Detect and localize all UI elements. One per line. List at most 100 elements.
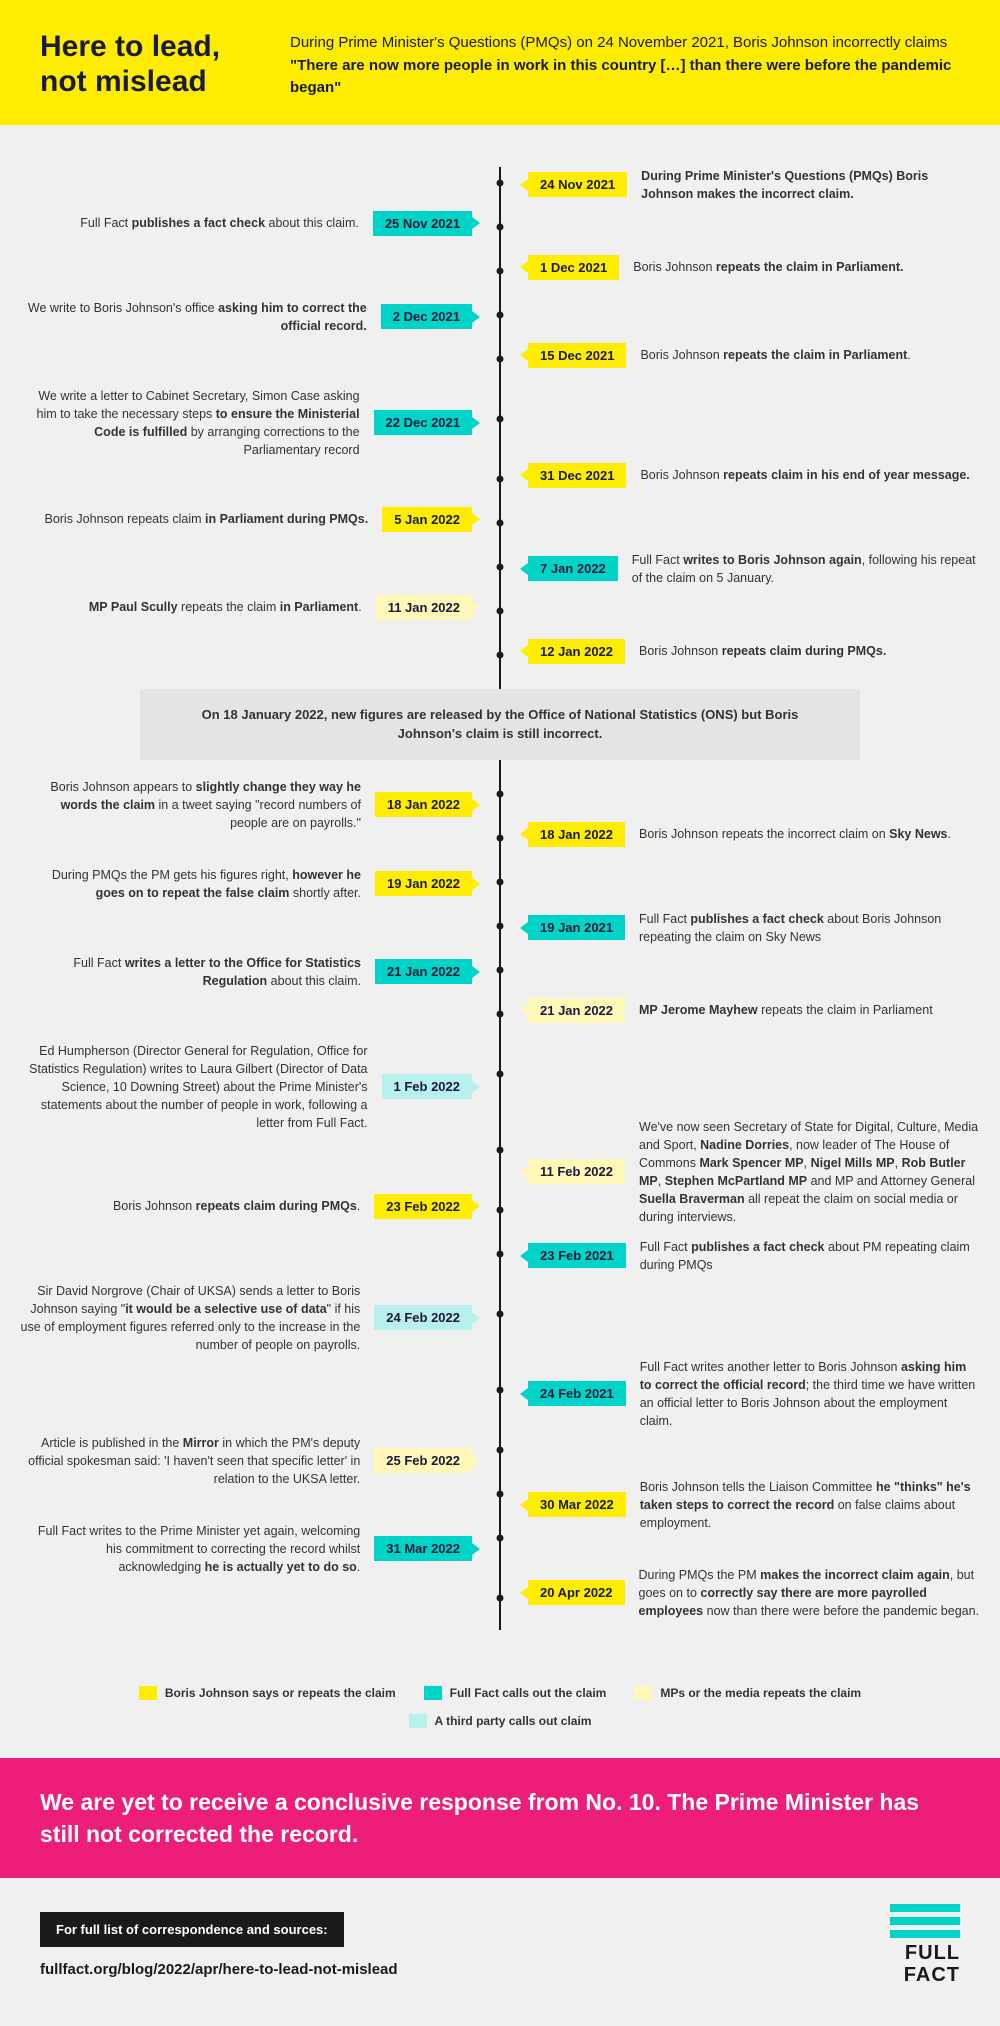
date-tag: 2 Dec 2021 — [381, 304, 472, 329]
timeline-entry: 18 Jan 2022 Boris Johnson repeats the inc… — [0, 822, 1000, 854]
timeline-entry-side: 15 Dec 2021 Boris Johnson repeats the cla… — [500, 343, 911, 368]
timeline-entry: Full Fact writes to the Prime Minister y… — [0, 1522, 1000, 1554]
page-title: Here to lead, not mislead — [40, 30, 260, 100]
date-tag: 12 Jan 2022 — [528, 639, 625, 664]
entry-text: MP Jerome Mayhew repeats the claim in Pa… — [639, 1001, 933, 1019]
date-tag: 30 Mar 2022 — [528, 1492, 626, 1517]
timeline-entry-side: 20 Apr 2022 During PMQs the PM makes the … — [500, 1566, 980, 1620]
timeline-entry-side: 21 Jan 2022 MP Jerome Mayhew repeats the … — [500, 998, 933, 1023]
legend: Boris Johnson says or repeats the claim F… — [0, 1662, 1000, 1758]
date-tag: 21 Jan 2022 — [528, 998, 625, 1023]
timeline: 24 Nov 2021 During Prime Minister's Quest… — [0, 167, 1000, 1630]
sources-label: For full list of correspondence and sour… — [40, 1912, 344, 1947]
timeline-entry: MP Paul Scully repeats the claim in Parl… — [0, 595, 1000, 627]
entry-text: During PMQs the PM makes the incorrect c… — [639, 1566, 980, 1620]
timeline-entry-side: 31 Dec 2021 Boris Johnson repeats claim i… — [500, 463, 970, 488]
timeline-entry: Boris Johnson repeats claim during PMQs.… — [0, 1194, 1000, 1226]
timeline-entry-side: We write a letter to Cabinet Secretary, … — [20, 387, 500, 460]
timeline-entry-side: 24 Nov 2021 During Prime Minister's Quest… — [500, 167, 980, 203]
date-tag: 1 Feb 2022 — [382, 1074, 473, 1099]
date-tag: 18 Jan 2022 — [528, 822, 625, 847]
entry-text: Full Fact writes to Boris Johnson again,… — [632, 551, 980, 587]
timeline-entry: Article is published in the Mirror in wh… — [0, 1434, 1000, 1466]
entry-text: Full Fact publishes a fact check about B… — [639, 910, 980, 946]
date-tag: 18 Jan 2022 — [375, 792, 472, 817]
timeline-entry: Sir David Norgrove (Chair of UKSA) sends… — [0, 1282, 1000, 1346]
timeline-entry-side: Full Fact writes a letter to the Office … — [20, 954, 500, 990]
date-tag: 23 Feb 2022 — [374, 1194, 472, 1219]
entry-text: Boris Johnson repeats claim during PMQs. — [639, 642, 886, 660]
timeline-entry: 30 Mar 2022Boris Johnson tells the Liais… — [0, 1478, 1000, 1510]
legend-item: Boris Johnson says or repeats the claim — [139, 1686, 396, 1700]
timeline-entry: 20 Apr 2022 During PMQs the PM makes the … — [0, 1566, 1000, 1630]
date-tag: 31 Mar 2022 — [374, 1536, 472, 1561]
timeline-entry-side: 1 Dec 2021 Boris Johnson repeats the clai… — [500, 255, 904, 280]
entry-text: Full Fact writes another letter to Boris… — [640, 1358, 980, 1431]
date-tag: 11 Feb 2022 — [528, 1159, 625, 1184]
timeline-entry: 12 Jan 2022 Boris Johnson repeats claim d… — [0, 639, 1000, 671]
entry-text: MP Paul Scully repeats the claim in Parl… — [89, 598, 362, 616]
entry-text: During Prime Minister's Questions (PMQs)… — [641, 167, 980, 203]
date-tag: 20 Apr 2022 — [528, 1580, 625, 1605]
entry-text: Full Fact writes a letter to the Office … — [20, 954, 361, 990]
footer: For full list of correspondence and sour… — [0, 1878, 1000, 2026]
timeline-entry: 19 Jan 2021Full Fact publishes a fact ch… — [0, 910, 1000, 942]
timeline-entry: 7 Jan 2022Full Fact writes to Boris John… — [0, 551, 1000, 583]
timeline-entry: We write a letter to Cabinet Secretary, … — [0, 387, 1000, 451]
entry-text: Boris Johnson repeats claim in Parliamen… — [44, 510, 368, 528]
legend-label: A third party calls out claim — [435, 1714, 592, 1728]
timeline-entry: 11 Feb 2022We've now seen Secretary of S… — [0, 1118, 1000, 1182]
timeline-entry: 23 Feb 2021Full Fact publishes a fact ch… — [0, 1238, 1000, 1270]
timeline-entry: 1 Dec 2021 Boris Johnson repeats the clai… — [0, 255, 1000, 287]
timeline-entry-side: 24 Feb 2021 Full Fact writes another lett… — [500, 1358, 980, 1431]
legend-label: MPs or the media repeats the claim — [660, 1686, 861, 1700]
timeline-entry-side: Boris Johnson repeats claim during PMQs.… — [113, 1194, 500, 1219]
date-tag: 24 Nov 2021 — [528, 172, 627, 197]
timeline-entry: Boris Johnson appears to slightly change… — [0, 778, 1000, 810]
timeline-entry: During PMQs the PM gets his figures righ… — [0, 866, 1000, 898]
timeline-entry: 15 Dec 2021 Boris Johnson repeats the cla… — [0, 343, 1000, 375]
timeline-entry: Full Fact writes a letter to the Office … — [0, 954, 1000, 986]
legend-swatch-icon — [139, 1686, 157, 1700]
date-tag: 22 Dec 2021 — [374, 410, 472, 435]
entry-text: Boris Johnson repeats claim in his end o… — [640, 466, 969, 484]
date-tag: 1 Dec 2021 — [528, 255, 619, 280]
entry-text: Boris Johnson repeats the claim in Parli… — [640, 346, 910, 364]
date-tag: 7 Jan 2022 — [528, 556, 618, 581]
legend-item: MPs or the media repeats the claim — [634, 1686, 861, 1700]
entry-text: Boris Johnson repeats the claim in Parli… — [633, 258, 903, 276]
timeline-entry-side: Full Fact publishes a fact check about t… — [80, 211, 500, 236]
entry-text: Full Fact publishes a fact check about t… — [80, 214, 359, 232]
timeline-entry: 31 Dec 2021 Boris Johnson repeats claim i… — [0, 463, 1000, 495]
legend-item: Full Fact calls out the claim — [424, 1686, 607, 1700]
logo-text-2: FACT — [890, 1964, 960, 1986]
timeline-container: 24 Nov 2021 During Prime Minister's Quest… — [0, 125, 1000, 1662]
legend-label: Full Fact calls out the claim — [450, 1686, 607, 1700]
entry-text: Sir David Norgrove (Chair of UKSA) sends… — [20, 1282, 360, 1355]
date-tag: 24 Feb 2022 — [374, 1305, 472, 1330]
date-tag: 15 Dec 2021 — [528, 343, 626, 368]
timeline-entry-side: 7 Jan 2022 Full Fact writes to Boris John… — [500, 551, 980, 587]
timeline-entry: 21 Jan 2022 MP Jerome Mayhew repeats the … — [0, 998, 1000, 1030]
entry-text: We write to Boris Johnson's office askin… — [20, 299, 367, 335]
legend-item: A third party calls out claim — [409, 1714, 592, 1728]
entry-text: During PMQs the PM gets his figures righ… — [20, 866, 361, 902]
timeline-entry: Full Fact publishes a fact check about t… — [0, 211, 1000, 243]
date-tag: 31 Dec 2021 — [528, 463, 626, 488]
entry-text: Boris Johnson repeats claim during PMQs. — [113, 1197, 360, 1215]
timeline-entry-side: MP Paul Scully repeats the claim in Parl… — [89, 595, 500, 620]
entry-text: Boris Johnson repeats the incorrect clai… — [639, 825, 951, 843]
timeline-entry-side: We write to Boris Johnson's office askin… — [20, 299, 500, 335]
date-tag: 19 Jan 2021 — [528, 915, 625, 940]
timeline-entry-side: 19 Jan 2021 Full Fact publishes a fact ch… — [500, 910, 980, 946]
timeline-entry-side: 18 Jan 2022 Boris Johnson repeats the inc… — [500, 822, 951, 847]
date-tag: 25 Feb 2022 — [374, 1448, 472, 1473]
date-tag: 5 Jan 2022 — [382, 507, 472, 532]
date-tag: 24 Feb 2021 — [528, 1381, 626, 1406]
entry-text: Full Fact publishes a fact check about P… — [640, 1238, 980, 1274]
date-tag: 19 Jan 2022 — [375, 871, 472, 896]
legend-swatch-icon — [409, 1714, 427, 1728]
header: Here to lead, not mislead During Prime M… — [0, 0, 1000, 125]
logo-bars-icon — [890, 1904, 960, 1938]
timeline-entry-side: 23 Feb 2021Full Fact publishes a fact ch… — [500, 1238, 980, 1274]
